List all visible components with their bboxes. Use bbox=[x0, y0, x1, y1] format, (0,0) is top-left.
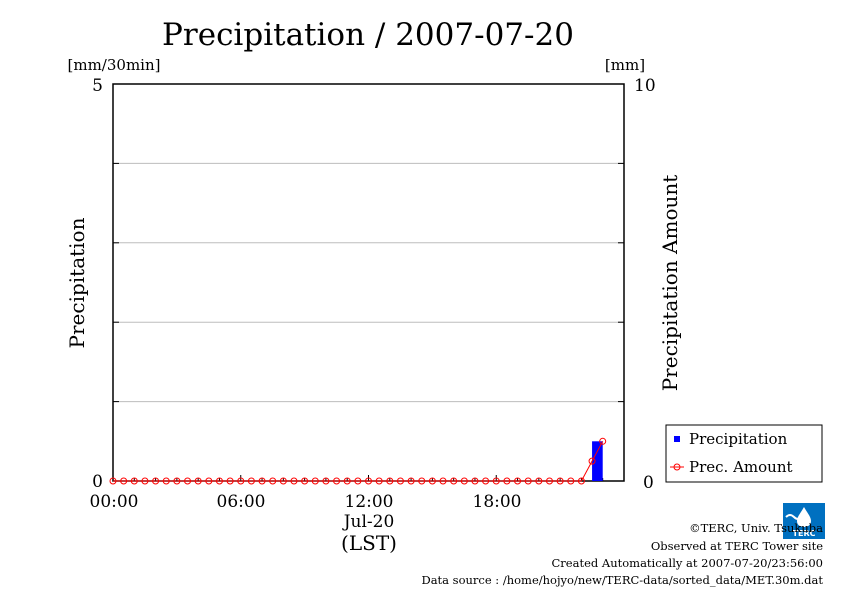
x-tick-label-2: 12:00 bbox=[345, 492, 394, 512]
prec-amount-marker bbox=[173, 477, 181, 485]
prec-amount-marker bbox=[184, 477, 192, 485]
prec-amount-marker bbox=[599, 437, 607, 445]
gridlines bbox=[113, 162, 624, 403]
footer-observed: Observed at TERC Tower site bbox=[650, 539, 823, 553]
prec-amount-marker bbox=[194, 477, 202, 485]
prec-amount-marker bbox=[396, 477, 404, 485]
prec-amount-marker bbox=[460, 477, 468, 485]
prec-amount-marker bbox=[301, 477, 309, 485]
prec-amount-marker bbox=[247, 477, 255, 485]
plot-frame bbox=[112, 83, 625, 482]
prec-amount-marker bbox=[343, 477, 351, 485]
prec-amount-marker bbox=[322, 477, 330, 485]
prec-amount-marker bbox=[215, 477, 223, 485]
y-left-unit: [mm/30min] bbox=[68, 56, 161, 74]
x-tick-label-1: 06:00 bbox=[217, 492, 266, 512]
terc-logo: TERC bbox=[783, 503, 825, 539]
prec-amount-marker bbox=[141, 477, 149, 485]
footer-created: Created Automatically at 2007-07-20/23:5… bbox=[551, 556, 824, 570]
y-right-unit: [mm] bbox=[605, 56, 645, 74]
legend: Precipitation Prec. Amount bbox=[665, 424, 823, 483]
prec-amount-marker bbox=[311, 477, 319, 485]
prec-amount-marker bbox=[524, 477, 532, 485]
prec-amount-marker bbox=[577, 477, 585, 485]
prec-amount-marker bbox=[333, 477, 341, 485]
prec-amount-marker bbox=[567, 477, 575, 485]
x-date-label: Jul-20 bbox=[342, 512, 395, 532]
prec-amount-marker bbox=[428, 477, 436, 485]
prec-amount-marker bbox=[556, 477, 564, 485]
prec-amount-marker bbox=[237, 477, 245, 485]
prec-amount-marker bbox=[514, 477, 522, 485]
legend-box bbox=[665, 424, 823, 483]
prec-amount-marker bbox=[269, 477, 277, 485]
prec-amount-marker bbox=[535, 477, 543, 485]
water-drop-icon bbox=[797, 507, 811, 527]
y-left-label: Precipitation bbox=[65, 217, 89, 348]
wave-icon bbox=[785, 514, 803, 520]
prec-amount-marker bbox=[290, 477, 298, 485]
prec-amount-marker bbox=[279, 477, 287, 485]
prec-amount-marker bbox=[205, 477, 213, 485]
x-tick-label-0: 00:00 bbox=[90, 492, 139, 512]
logo-text: TERC bbox=[793, 529, 816, 538]
prec-amount-marker bbox=[152, 477, 160, 485]
prec-amount-marker bbox=[407, 477, 415, 485]
prec-amount-marker bbox=[258, 477, 266, 485]
prec-amount-marker bbox=[120, 477, 128, 485]
y-right-tick-max: 10 bbox=[634, 76, 656, 96]
y-left-tick-max: 5 bbox=[92, 76, 103, 96]
footer-source: Data source : /home/hojyo/new/TERC-data/… bbox=[421, 573, 823, 587]
prec-amount-marker bbox=[162, 477, 170, 485]
prec-amount-series bbox=[109, 437, 607, 485]
axis-ticks bbox=[112, 83, 625, 482]
prec-amount-marker bbox=[450, 477, 458, 485]
prec-amount-marker bbox=[471, 477, 479, 485]
legend-label-precipitation: Precipitation bbox=[689, 430, 788, 448]
y-right-tick-min: 0 bbox=[643, 473, 654, 493]
prec-amount-marker bbox=[365, 477, 372, 485]
y-left-tick-min: 0 bbox=[92, 472, 103, 492]
x-tick-label-3: 18:00 bbox=[473, 492, 522, 512]
chart-title: Precipitation / 2007-07-20 bbox=[162, 17, 574, 53]
prec-amount-marker bbox=[354, 477, 362, 485]
legend-label-amount: Prec. Amount bbox=[689, 458, 793, 476]
prec-amount-line bbox=[113, 441, 604, 482]
prec-amount-marker bbox=[375, 477, 383, 485]
precipitation-bar bbox=[592, 441, 603, 481]
legend-swatch-marker-amount bbox=[673, 463, 681, 471]
prec-amount-marker bbox=[492, 477, 500, 485]
prec-amount-marker bbox=[109, 477, 117, 485]
legend-swatch-precipitation bbox=[674, 436, 680, 442]
prec-amount-marker bbox=[503, 477, 511, 485]
prec-amount-marker bbox=[588, 457, 596, 465]
prec-amount-marker bbox=[418, 477, 426, 485]
prec-amount-marker bbox=[386, 477, 394, 485]
x-axis-label: (LST) bbox=[341, 531, 397, 555]
prec-amount-marker bbox=[439, 477, 447, 485]
prec-amount-marker bbox=[130, 477, 138, 485]
footer-copyright: ©TERC, Univ. Tsukuba bbox=[689, 521, 823, 535]
y-right-label: Precipitation Amount bbox=[658, 175, 682, 392]
prec-amount-marker bbox=[545, 477, 553, 485]
prec-amount-marker bbox=[482, 477, 490, 485]
prec-amount-marker bbox=[226, 477, 234, 485]
precipitation-bars bbox=[592, 441, 603, 481]
